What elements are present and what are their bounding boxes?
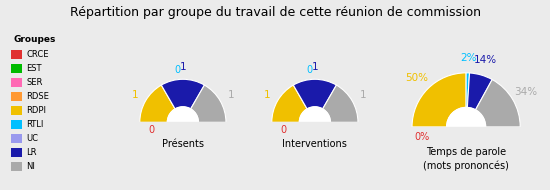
Bar [12, 162, 22, 171]
Text: 0: 0 [175, 65, 181, 75]
Text: 0: 0 [149, 125, 155, 135]
Text: Groupes: Groupes [13, 35, 56, 44]
Text: RTLI: RTLI [26, 120, 43, 129]
Bar [12, 148, 22, 157]
Text: RDPI: RDPI [26, 106, 46, 115]
Text: NI: NI [26, 162, 35, 171]
Text: 0: 0 [307, 65, 313, 75]
Text: 1: 1 [132, 90, 139, 100]
Text: Répartition par groupe du travail de cette réunion de commission: Répartition par groupe du travail de cet… [69, 6, 481, 19]
Circle shape [299, 107, 331, 138]
Wedge shape [468, 73, 492, 110]
Text: Présents: Présents [162, 139, 204, 149]
Text: EST: EST [26, 64, 42, 73]
Wedge shape [293, 79, 337, 109]
Text: Temps de parole
(mots prononcés): Temps de parole (mots prononcés) [423, 147, 509, 171]
Circle shape [167, 107, 199, 138]
Text: 1: 1 [264, 90, 271, 100]
Wedge shape [161, 79, 205, 109]
Text: 50%: 50% [406, 73, 428, 83]
Text: LR: LR [26, 148, 37, 157]
Text: 1: 1 [179, 62, 186, 72]
Text: Interventions: Interventions [283, 139, 347, 149]
Bar [12, 64, 22, 73]
Wedge shape [272, 85, 307, 122]
Text: 1: 1 [227, 90, 234, 100]
Text: 0%: 0% [414, 132, 430, 142]
Text: 2%: 2% [460, 53, 476, 63]
Bar [12, 51, 22, 59]
Text: SER: SER [26, 78, 43, 87]
Text: 1: 1 [311, 62, 318, 72]
Wedge shape [323, 85, 358, 122]
Text: RDSE: RDSE [26, 92, 49, 101]
Wedge shape [191, 85, 226, 122]
Text: 0: 0 [281, 125, 287, 135]
Bar [12, 92, 22, 101]
Bar [385, 127, 547, 155]
Text: 34%: 34% [514, 87, 537, 97]
Text: 14%: 14% [474, 55, 497, 66]
Bar [12, 78, 22, 87]
Circle shape [447, 108, 486, 146]
Bar [250, 122, 380, 145]
Bar [118, 122, 248, 145]
Text: UC: UC [26, 134, 39, 143]
Bar [12, 134, 22, 143]
Bar [12, 120, 22, 129]
Wedge shape [412, 73, 466, 127]
Text: CRCE: CRCE [26, 50, 49, 59]
Wedge shape [476, 80, 520, 127]
Bar [12, 106, 22, 115]
Wedge shape [140, 85, 175, 122]
Text: 1: 1 [359, 90, 366, 100]
Wedge shape [466, 73, 470, 108]
